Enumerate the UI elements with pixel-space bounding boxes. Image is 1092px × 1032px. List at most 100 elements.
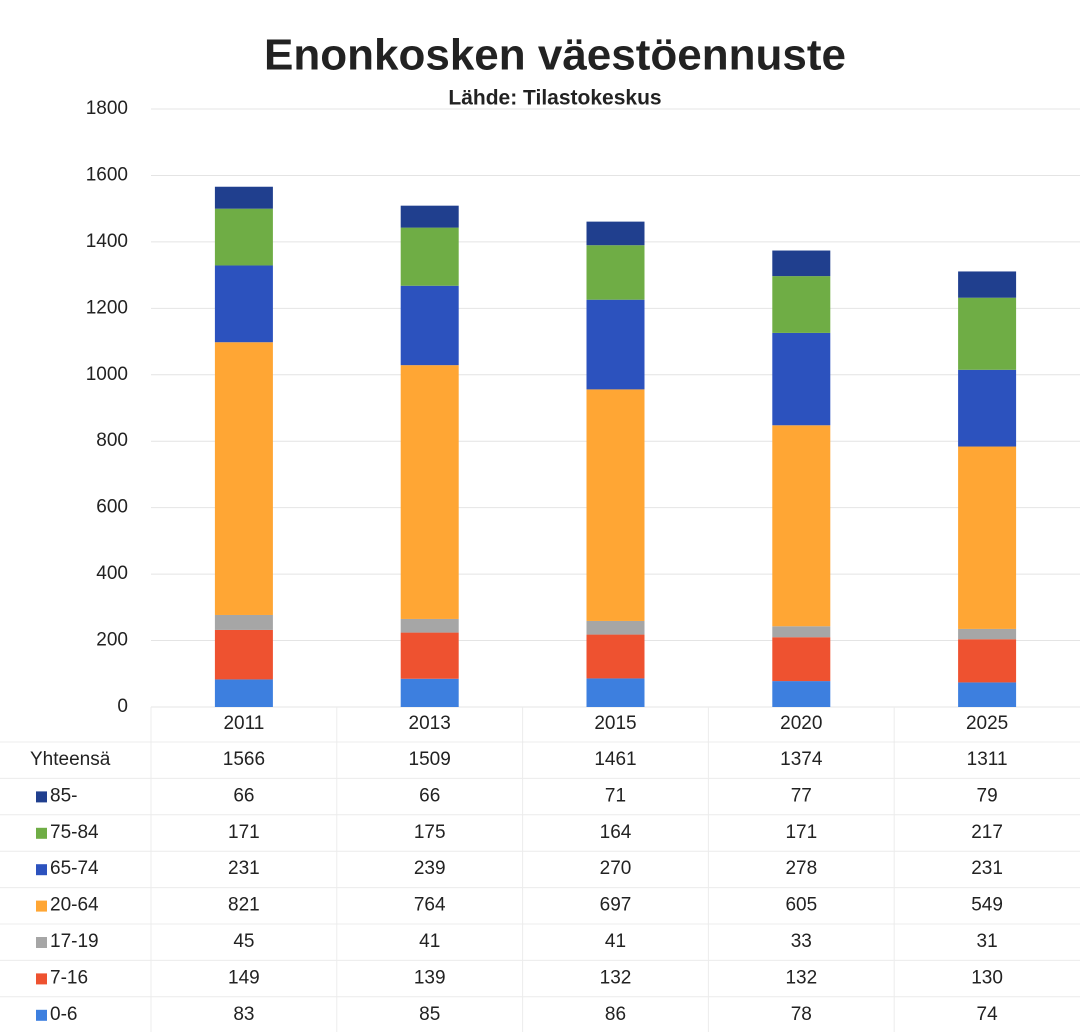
table-cell: 74 <box>977 1004 999 1025</box>
table-cell: 175 <box>414 822 446 843</box>
bar-segment <box>400 632 459 679</box>
legend-label: 17-19 <box>50 931 99 952</box>
table-cell: 1566 <box>223 749 265 770</box>
table-cell: 270 <box>600 858 632 879</box>
bar-segment <box>586 634 645 679</box>
table-cell: 66 <box>419 785 440 806</box>
legend-label: 85- <box>50 785 77 806</box>
y-tick-label: 400 <box>96 563 128 584</box>
table-cell: 77 <box>791 785 812 806</box>
legend-swatch <box>36 864 47 876</box>
legend-label: 20-64 <box>50 895 99 916</box>
bar-segment <box>214 186 273 209</box>
y-tick-label: 1400 <box>86 231 128 252</box>
legend-swatch <box>36 900 47 912</box>
table-cell: 764 <box>414 895 446 916</box>
y-tick-label: 200 <box>96 630 128 651</box>
legend-swatch <box>36 1009 47 1021</box>
bar-segment <box>586 245 645 300</box>
legend-label: 75-84 <box>50 822 99 843</box>
table-cell: 132 <box>785 967 817 988</box>
legend-swatch <box>36 791 47 803</box>
table-row-label: Yhteensä <box>30 749 111 770</box>
table-cell: 239 <box>414 858 446 879</box>
table-cell: 171 <box>228 822 260 843</box>
bar-segment <box>958 369 1017 447</box>
table-cell: 86 <box>605 1004 626 1025</box>
table-cell: 1461 <box>594 749 636 770</box>
table-cell: 1509 <box>409 749 451 770</box>
x-tick-label: 2020 <box>780 713 822 734</box>
legend-swatch <box>36 973 47 985</box>
table-cell: 231 <box>228 858 260 879</box>
y-tick-label: 1200 <box>86 297 128 318</box>
table-cell: 130 <box>971 967 1003 988</box>
table-cell: 697 <box>600 895 632 916</box>
bar-segment <box>214 342 273 615</box>
table-cell: 149 <box>228 967 260 988</box>
bar-segment <box>586 389 645 621</box>
bar-segment <box>772 332 831 426</box>
bar-segment <box>958 639 1017 683</box>
bar-segment <box>958 628 1017 640</box>
bar-segment <box>772 425 831 627</box>
bar-segment <box>214 629 273 680</box>
y-tick-label: 0 <box>117 696 128 717</box>
table-cell: 31 <box>977 931 998 952</box>
bar-segment <box>214 265 273 343</box>
table-cell: 45 <box>233 931 254 952</box>
chart-subtitle: Lähde: Tilastokeskus <box>448 87 661 110</box>
legend-label: 0-6 <box>50 1004 77 1025</box>
bar-segment <box>586 299 645 390</box>
table-cell: 278 <box>785 858 817 879</box>
table-cell: 164 <box>600 822 632 843</box>
x-tick-label: 2011 <box>223 713 264 734</box>
legend-swatch <box>36 937 47 948</box>
bar-segment <box>958 297 1017 370</box>
bar-segment <box>400 285 459 366</box>
y-tick-label: 800 <box>96 430 128 451</box>
bar-segment <box>772 250 831 277</box>
table-cell: 1311 <box>967 749 1008 770</box>
legend-swatch <box>36 827 47 839</box>
bar-segment <box>586 620 645 635</box>
bar-segment <box>772 276 831 333</box>
bar-segment <box>958 682 1017 707</box>
bar-segment <box>772 681 831 707</box>
bar-segment <box>400 205 459 228</box>
legend-label: 7-16 <box>50 967 88 988</box>
chart-title: Enonkosken väestöennuste <box>264 31 846 80</box>
table-cell: 132 <box>600 967 632 988</box>
y-tick-label: 600 <box>96 497 128 518</box>
bar-segment <box>586 221 645 246</box>
table-cell: 79 <box>977 785 998 806</box>
table-cell: 78 <box>791 1004 812 1025</box>
bar-segment <box>958 271 1017 298</box>
bar-segment <box>214 614 273 630</box>
bar-segment <box>400 227 459 286</box>
y-tick-label: 1800 <box>86 98 128 119</box>
legend-label: 65-74 <box>50 858 99 879</box>
bar-segment <box>400 678 459 707</box>
y-tick-label: 1600 <box>86 164 128 185</box>
table-cell: 71 <box>605 785 626 806</box>
x-tick-label: 2015 <box>594 713 636 734</box>
table-cell: 605 <box>785 895 817 916</box>
table-cell: 41 <box>419 931 440 952</box>
table-cell: 66 <box>233 785 254 806</box>
table-cell: 1374 <box>780 749 823 770</box>
table-cell: 83 <box>233 1004 254 1025</box>
table-cell: 231 <box>971 858 1003 879</box>
bar-segment <box>958 446 1017 629</box>
table-cell: 549 <box>971 895 1003 916</box>
bar-segment <box>400 365 459 619</box>
table-cell: 41 <box>605 931 626 952</box>
bar-segment <box>400 618 459 633</box>
table-cell: 821 <box>228 895 260 916</box>
table-cell: 217 <box>971 822 1003 843</box>
bar-segment <box>586 678 645 707</box>
table-cell: 85 <box>419 1004 440 1025</box>
bar-segment <box>772 637 831 682</box>
x-tick-label: 2025 <box>966 713 1008 734</box>
